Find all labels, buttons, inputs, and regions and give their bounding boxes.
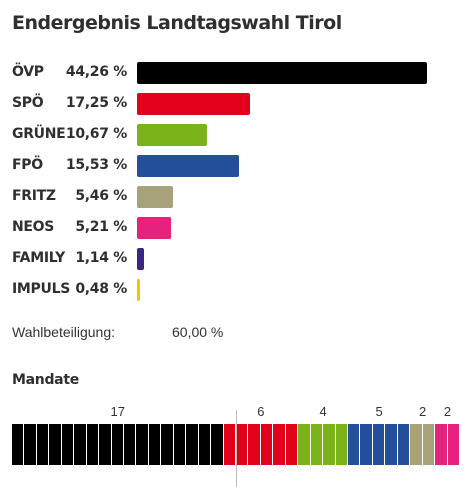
turnout-label: Wahlbeteiligung:	[12, 324, 115, 340]
value-label: 44,26 %	[65, 64, 127, 80]
seat	[86, 424, 100, 465]
party-label: NEOS	[12, 219, 55, 235]
chart-title: Endergebnis Landtagswahl Tirol	[12, 12, 342, 34]
seat-count-label: 5	[375, 404, 383, 419]
seat	[223, 424, 236, 465]
seat	[435, 424, 448, 465]
seat	[422, 424, 436, 465]
seat	[372, 424, 386, 465]
seat-count-label: 2	[443, 404, 452, 419]
bar-row: FAMILY 1,14 %	[0, 248, 472, 270]
value-label: 5,46 %	[75, 188, 127, 204]
bar	[137, 248, 145, 270]
seat	[323, 424, 336, 465]
seat	[61, 424, 75, 465]
party-label: FRITZ	[12, 188, 56, 204]
bar-row: NEOS 5,21 %	[0, 217, 472, 239]
seat-strip	[12, 424, 460, 465]
seat	[236, 424, 249, 465]
seat	[447, 424, 460, 465]
seat	[397, 424, 411, 465]
bar	[137, 124, 207, 146]
seat	[248, 424, 261, 465]
bar-row: GRÜNE 10,67 %	[0, 124, 472, 146]
seat	[49, 424, 62, 465]
bar-row: ÖVP 44,26 %	[0, 62, 472, 84]
seat	[310, 424, 324, 465]
seat	[111, 424, 124, 465]
seat	[335, 424, 348, 465]
seat	[198, 424, 212, 465]
seat	[260, 424, 274, 465]
seat	[36, 424, 50, 465]
seat	[12, 424, 25, 465]
seat	[385, 424, 398, 465]
seat	[186, 424, 199, 465]
party-label: GRÜNE	[12, 126, 66, 142]
bar	[137, 186, 173, 208]
seat	[173, 424, 187, 465]
party-label: FAMILY	[12, 250, 66, 266]
seat-count-label: 2	[419, 404, 427, 419]
turnout-value: 60,00 %	[172, 324, 224, 340]
seat	[74, 424, 87, 465]
seat	[99, 424, 112, 465]
mandate-title: Mandate	[12, 372, 79, 388]
seat-count-label: 6	[257, 404, 265, 419]
party-label: SPÖ	[12, 95, 44, 111]
seat-count-label: 17	[110, 404, 125, 419]
seat	[136, 424, 149, 465]
seat-count-label: 4	[319, 404, 327, 419]
seat	[273, 424, 286, 465]
seat	[285, 424, 299, 465]
value-label: 1,14 %	[75, 250, 127, 266]
seat	[211, 424, 224, 465]
bar	[137, 62, 427, 84]
value-label: 17,25 %	[65, 95, 127, 111]
bar	[137, 155, 239, 177]
seat	[148, 424, 162, 465]
bar	[137, 93, 251, 115]
seat	[161, 424, 174, 465]
bar-row: FPÖ 15,53 %	[0, 155, 472, 177]
bar-row: FRITZ 5,46 %	[0, 186, 472, 208]
majority-line	[236, 410, 237, 487]
seat	[124, 424, 137, 465]
seat	[298, 424, 311, 465]
party-label: FPÖ	[12, 157, 43, 173]
party-label: ÖVP	[12, 64, 44, 80]
bar	[137, 217, 172, 239]
value-label: 5,21 %	[75, 219, 127, 235]
bar-row: SPÖ 17,25 %	[0, 93, 472, 115]
bar	[137, 279, 141, 301]
seat	[410, 424, 423, 465]
value-label: 0,48 %	[75, 281, 127, 297]
value-label: 15,53 %	[65, 157, 127, 173]
bar-row: IMPULS 0,48 %	[0, 279, 472, 301]
value-label: 10,67 %	[65, 126, 127, 142]
seat	[24, 424, 37, 465]
seat	[348, 424, 361, 465]
seat	[360, 424, 373, 465]
party-label: IMPULS	[12, 281, 70, 297]
